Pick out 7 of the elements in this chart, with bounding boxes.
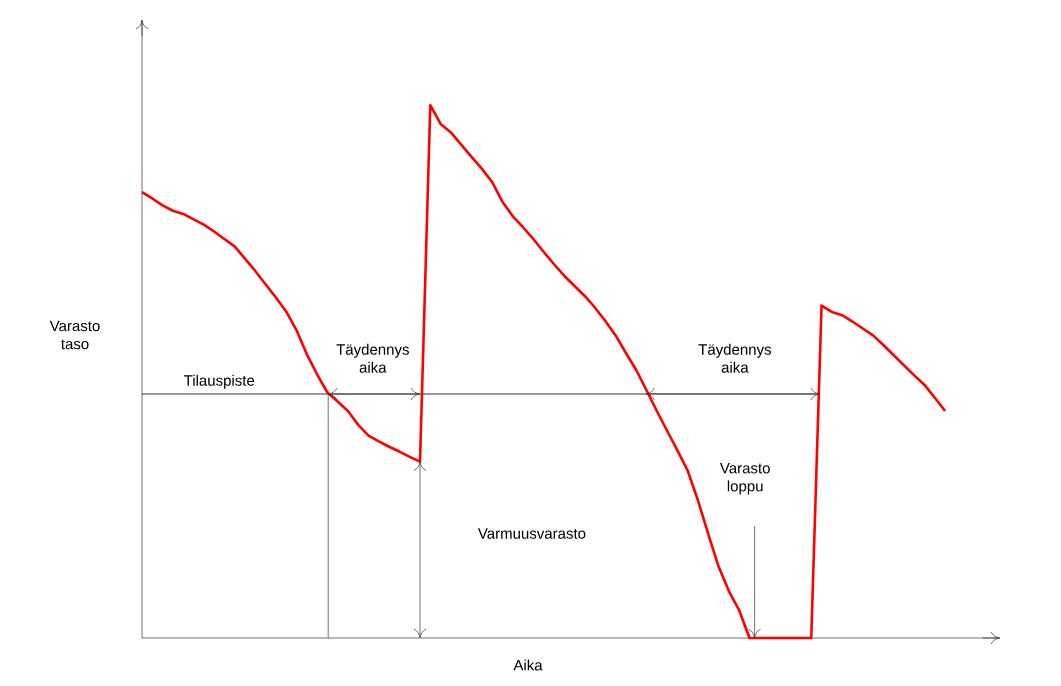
x-axis-title: Aika	[513, 659, 543, 671]
ref-line-label: Tilauspiste	[183, 374, 255, 389]
annotation: Täydennys aika	[336, 343, 409, 373]
annotation: Täydennys aika	[698, 343, 772, 373]
annotation: Varasto loppu	[719, 462, 770, 495]
annotation: Varmuusvarasto	[477, 528, 586, 539]
y-axis-title: Varasto taso	[49, 320, 100, 350]
